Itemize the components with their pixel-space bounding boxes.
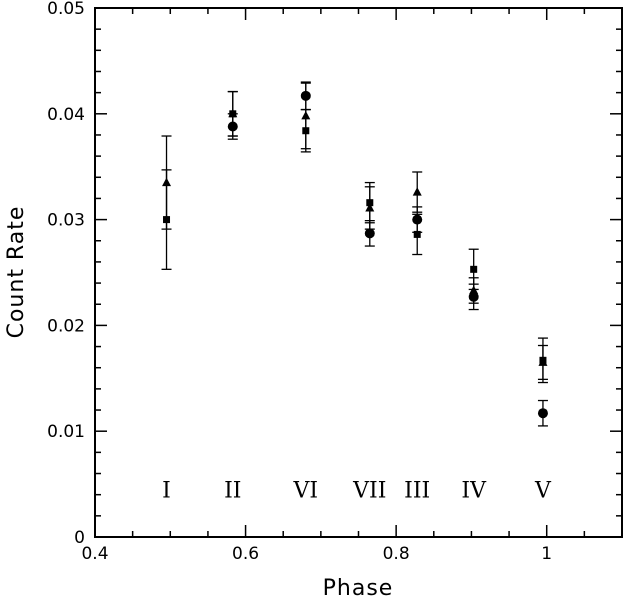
y-tick-label: 0.01 bbox=[47, 422, 85, 442]
x-tick-label: 0.4 bbox=[81, 544, 108, 564]
phase-label: VI bbox=[293, 478, 319, 503]
triangle-marker bbox=[301, 110, 311, 120]
x-tick-label: 0.8 bbox=[383, 544, 410, 564]
phase-label: IV bbox=[461, 478, 487, 503]
circle-marker bbox=[300, 90, 311, 101]
y-axis-title: Count Rate bbox=[4, 206, 29, 339]
triangle-marker bbox=[365, 202, 375, 212]
data-marks bbox=[161, 81, 548, 427]
phase-label: V bbox=[534, 478, 552, 503]
y-tick-label: 0 bbox=[74, 528, 85, 548]
triangle-marker bbox=[412, 187, 422, 196]
plot-frame bbox=[94, 7, 623, 538]
phase-label: VII bbox=[352, 478, 386, 503]
phase-label: I bbox=[162, 478, 171, 503]
tick-labels: 0.4 0.6 0.8 1 0 0.01 0.02 0.03 0.04 0.05 bbox=[47, 0, 552, 564]
circle-marker bbox=[227, 121, 238, 132]
y-tick-label: 0.05 bbox=[47, 0, 85, 19]
y-tick-label: 0.02 bbox=[47, 316, 85, 336]
circle-marker bbox=[468, 291, 479, 302]
square-marker bbox=[470, 265, 478, 273]
triangle-marker bbox=[162, 177, 172, 187]
x-axis-title: Phase bbox=[323, 576, 394, 599]
circle-marker bbox=[364, 228, 375, 239]
phase-labels: I II VI VII III IV V bbox=[162, 478, 552, 503]
y-tick-label: 0.03 bbox=[47, 211, 85, 231]
circle-marker bbox=[412, 214, 423, 225]
axis-ticks bbox=[94, 7, 623, 538]
triangle-marker bbox=[228, 108, 238, 118]
y-tick-label: 0.04 bbox=[47, 105, 85, 125]
triangle-marker bbox=[538, 357, 548, 366]
x-tick-label: 1 bbox=[541, 544, 552, 564]
square-marker bbox=[413, 230, 421, 238]
circle-marker bbox=[537, 408, 548, 419]
phase-label: II bbox=[224, 478, 241, 503]
phase-label: III bbox=[404, 478, 430, 503]
x-tick-label: 0.6 bbox=[232, 544, 259, 564]
